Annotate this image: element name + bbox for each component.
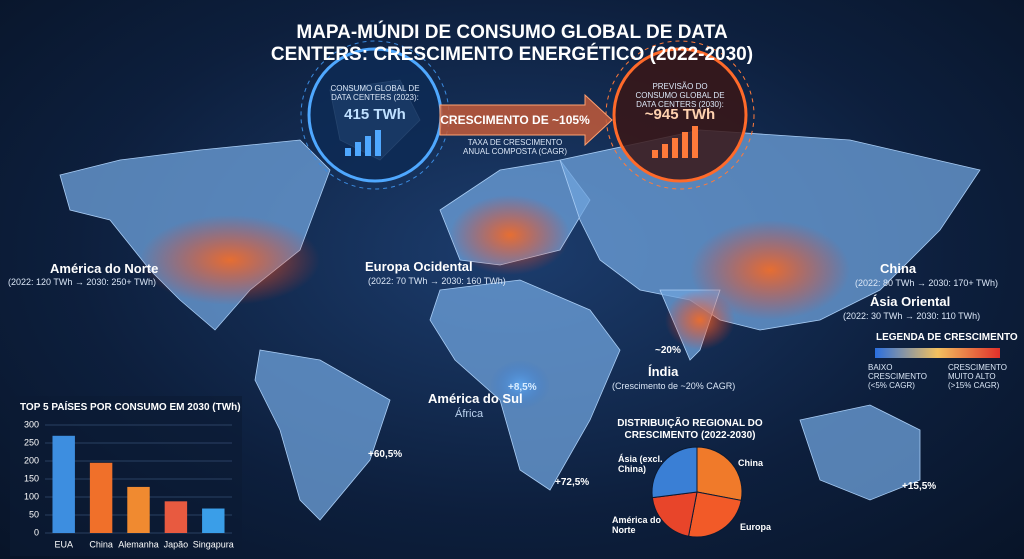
bar-chart-title: TOP 5 PAÍSES POR CONSUMO EM 2030 (TWh): [20, 402, 241, 413]
x-tick-label: Alemanha: [118, 539, 159, 549]
pie-label: Europa: [740, 522, 772, 532]
y-tick-label: 150: [24, 473, 39, 483]
x-tick-label: Japão: [164, 539, 189, 549]
rate-label: ~20%: [655, 345, 681, 356]
pie-slice: [651, 446, 698, 499]
bar: [52, 435, 75, 533]
region-name: África: [455, 408, 484, 420]
callout-value: 415 TWh: [344, 106, 406, 123]
x-tick-label: EUA: [54, 539, 73, 549]
pie-label: Ásia (excl. China): [618, 454, 663, 475]
region-name: América do Sul: [428, 391, 523, 406]
bar: [127, 486, 150, 533]
x-tick-label: Singapura: [193, 539, 234, 549]
callout-label: CONSUMO GLOBAL DE DATA CENTERS (2023):: [330, 84, 420, 103]
pie-slice: [696, 446, 743, 502]
rate-label: +72,5%: [555, 477, 590, 488]
y-tick-label: 300: [24, 419, 39, 429]
legend-title: LEGENDA DE CRESCIMENTO: [876, 332, 1018, 343]
legend-high: CRESCIMENTO MUITO ALTO (>15% CAGR): [948, 363, 1007, 391]
pie-label: China: [738, 458, 764, 468]
y-tick-label: 200: [24, 455, 39, 465]
bar: [202, 508, 225, 533]
callout-value: ~945 TWh: [644, 106, 716, 123]
callout-label: PREVISÃO DO CONSUMO GLOBAL DE DATA CENTE…: [635, 82, 725, 110]
rate-label: +15,5%: [902, 481, 937, 492]
pie-chart-title: DISTRIBUIÇÃO REGIONAL DO CRESCIMENTO (20…: [617, 418, 763, 441]
region-name: China: [880, 261, 917, 276]
growth-note: TAXA DE CRESCIMENTO ANUAL COMPOSTA (CAGR…: [462, 138, 567, 157]
rate-label: +8,5%: [508, 382, 537, 393]
region-detail: (2022: 80 TWh → 2030: 170+ TWh): [855, 278, 998, 288]
y-tick-label: 50: [29, 509, 39, 519]
y-tick-label: 250: [24, 437, 39, 447]
pie-slice: [651, 491, 698, 537]
y-tick-label: 100: [24, 491, 39, 501]
pie-label: América do Norte: [612, 515, 662, 536]
region-detail: (2022: 70 TWh → 2030: 160 TWh): [368, 276, 506, 286]
region-detail: (Crescimento de ~20% CAGR): [612, 381, 736, 391]
y-tick-label: 0: [34, 527, 39, 537]
region-name: Europa Ocidental: [365, 259, 473, 274]
region-name: Ásia Oriental: [870, 294, 951, 309]
title: MAPA-MÚNDI DE CONSUMO GLOBAL DE DATA CEN…: [270, 22, 754, 65]
x-tick-label: China: [89, 539, 113, 549]
legend-low: BAIXO CRESCIMENTO (<5% CAGR): [868, 363, 927, 391]
bar: [89, 462, 113, 533]
region-detail: (2022: 30 TWh → 2030: 110 TWh): [843, 311, 981, 321]
region-name: Índia: [648, 364, 679, 379]
bar: [164, 501, 188, 533]
region-detail: (2022: 120 TWh → 2030: 250+ TWh): [8, 277, 156, 287]
growth-label: CRESCIMENTO DE ~105%: [440, 113, 590, 127]
pie-slice: [687, 491, 742, 538]
region-name: América do Norte: [50, 261, 159, 276]
rate-label: +60,5%: [368, 449, 403, 460]
